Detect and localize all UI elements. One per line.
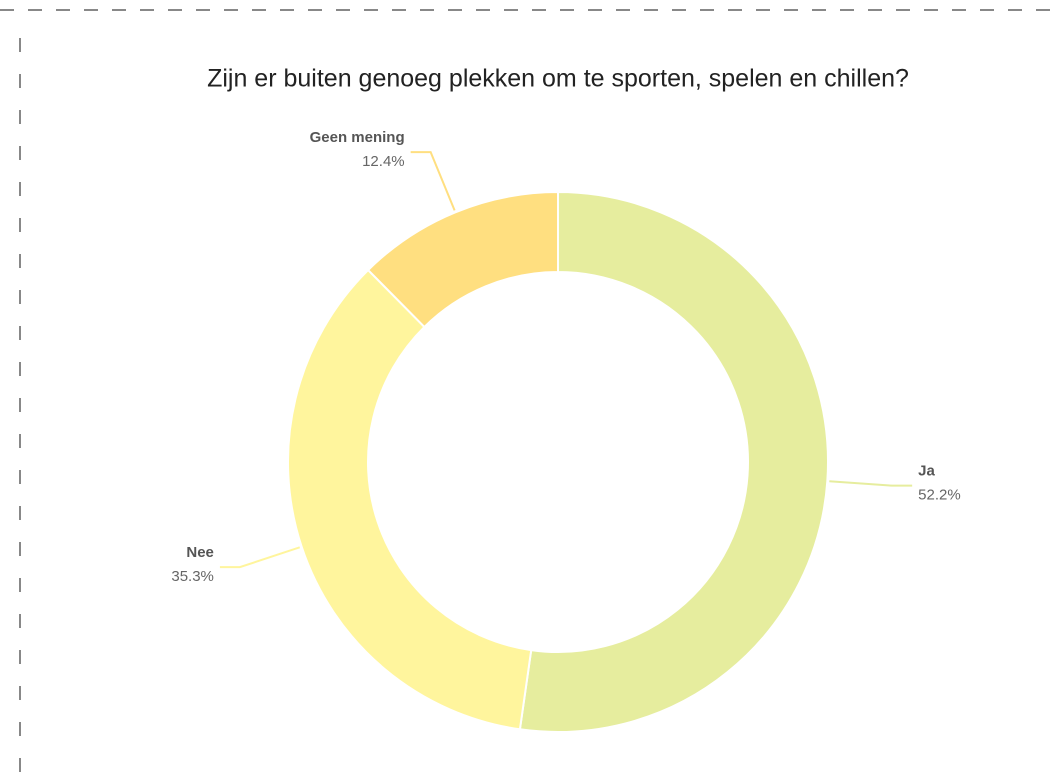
slice-label: Nee [186,544,214,561]
donut-slice [366,190,559,329]
slice-value-label: 12.4% [362,153,405,170]
leader-line [410,151,456,211]
leader-line [219,546,301,569]
slice-label: Ja [918,463,935,480]
donut-slice [518,190,829,733]
slice-value-label: 52.2% [918,487,961,504]
leader-line [829,480,913,487]
slice-label: Geen mening [310,129,405,146]
chart-title: Zijn er buiten genoeg plekken om te spor… [207,65,909,93]
slice-value-label: 35.3% [171,568,214,585]
donut-slice [287,268,533,731]
